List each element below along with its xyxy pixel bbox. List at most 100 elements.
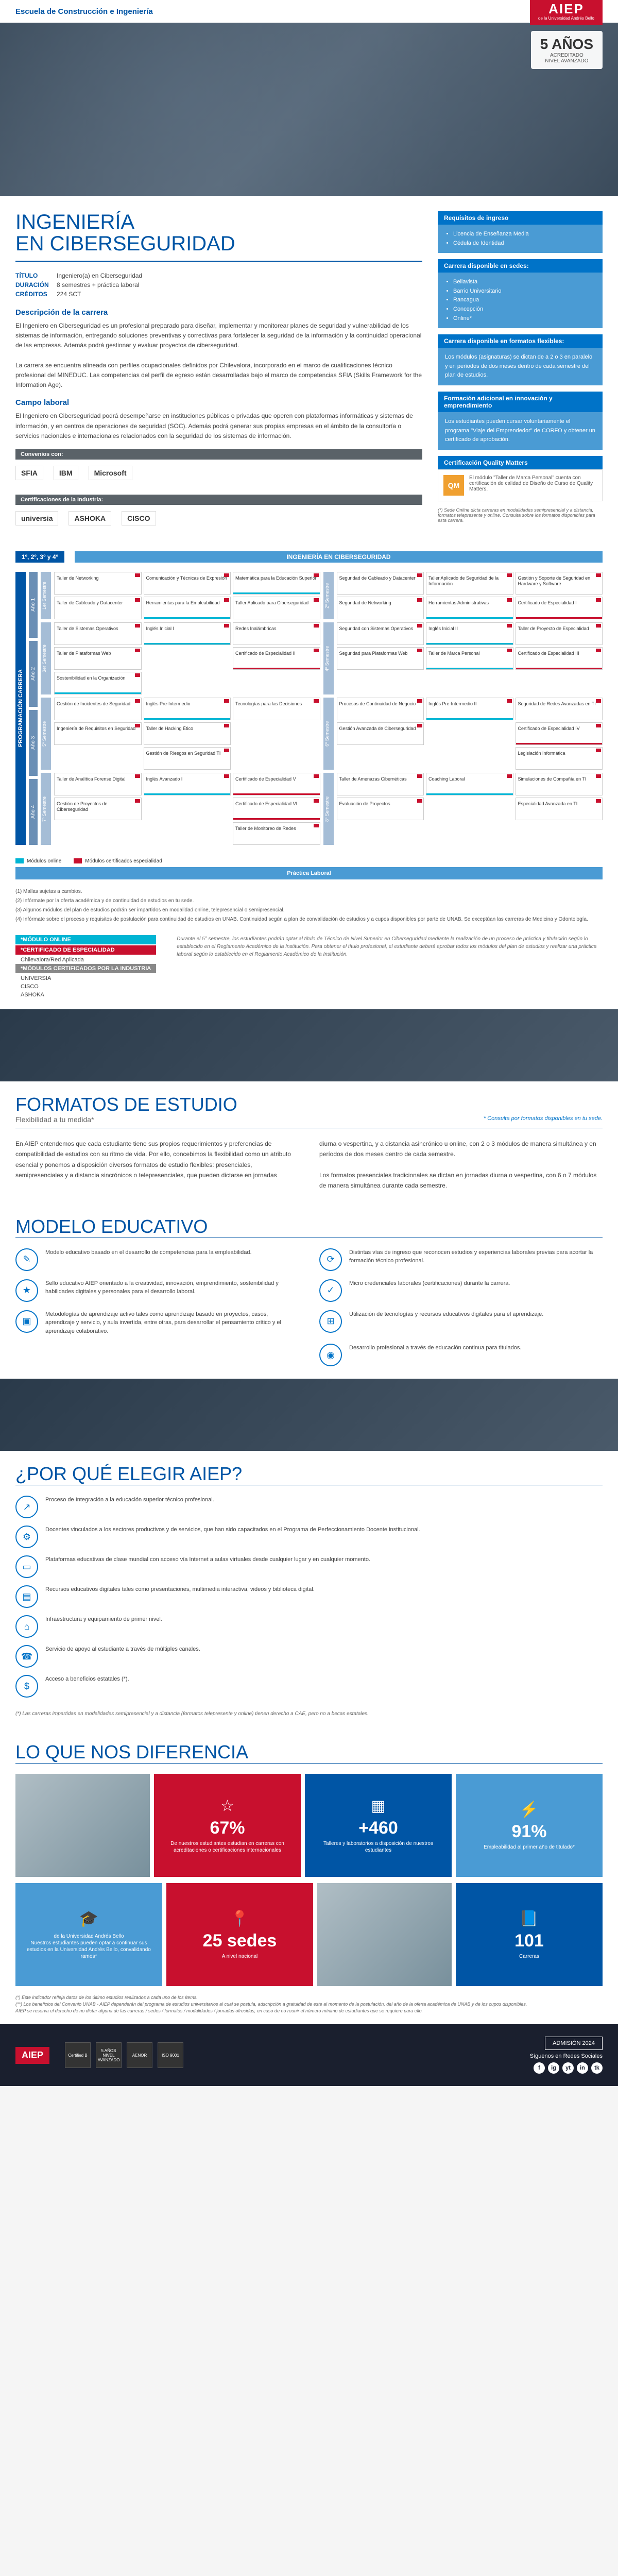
course-cell: Procesos de Continuidad de Negocio (337, 698, 424, 720)
course-cell: Taller de Marca Personal (426, 647, 513, 670)
convenios-head: Convenios con: (15, 449, 422, 460)
elegir-title: ¿POR QUÉ ELEGIR AIEP? (0, 1451, 618, 1485)
formatos-body: En AIEP entendemos que cada estudiante t… (0, 1139, 618, 1204)
feature-icon: ⊞ (319, 1310, 342, 1333)
modelo-item: ▣Metodologías de aprendizaje activo tale… (15, 1310, 299, 1336)
photo-tile (317, 1883, 452, 1986)
sedes-box: Carrera disponible en sedes: BellavistaB… (438, 259, 603, 328)
course-cell: Comunicación y Técnicas de Expresión (144, 572, 231, 595)
elegir-list: ↗Proceso de Integración a la educación s… (0, 1496, 618, 1711)
course-cell: Redes Inalámbricas (233, 622, 320, 645)
footer-logo: AIEP (15, 2047, 49, 2064)
requisitos-box: Requisitos de ingreso Licencia de Enseña… (438, 211, 603, 253)
formatos-subtitle: Flexibilidad a tu medida* * Consulta por… (0, 1115, 618, 1128)
course-cell: Taller Aplicado de Seguridad de la Infor… (426, 572, 513, 595)
course-cell: Taller de Hacking Ético (144, 722, 231, 745)
accreditation-badge: 5 AÑOS ACREDITADO NIVEL AVANZADO (531, 31, 603, 69)
partner-logo: universia (15, 511, 58, 526)
course-cell: Seguridad de Redes Avanzadas en TI (516, 698, 603, 720)
course-cell: Gestión de Incidentes de Seguridad (54, 698, 142, 720)
side-footnote: (*) Sede Online dicta carreras en modali… (438, 507, 603, 523)
course-cell: Taller Aplicado para Ciberseguridad (233, 597, 320, 619)
social-icon[interactable]: in (577, 2062, 588, 2074)
elegir-item: ▭Plataformas educativas de clase mundial… (15, 1555, 603, 1578)
feature-icon: ▭ (15, 1555, 38, 1578)
feature-icon: ▤ (15, 1585, 38, 1608)
top-bar: Escuela de Construcción e Ingeniería AIE… (0, 0, 618, 23)
cert-head: Certificaciones de la Industria: (15, 495, 422, 505)
stat-tile: ☆67%De nuestros estudiantes estudian en … (154, 1774, 301, 1877)
social-icon[interactable]: yt (562, 2062, 574, 2074)
modelo-item: ★Sello educativo AIEP orientado a la cre… (15, 1279, 299, 1302)
feature-icon: ⟳ (319, 1248, 342, 1271)
course-cell: Seguridad de Cableado y Datacenter (337, 572, 424, 595)
elegir-item: $Acceso a beneficios estatales (*). (15, 1675, 603, 1698)
course-cell: Evaluación de Proyectos (337, 798, 424, 820)
modelo-title: MODELO EDUCATIVO (0, 1204, 618, 1238)
course-cell: Herramientas para la Empleabilidad (144, 597, 231, 619)
course-cell: Herramientas Administrativas (426, 597, 513, 619)
course-cell: Seguridad con Sistemas Operativos (337, 622, 424, 645)
course-cell: Taller de Cableado y Datacenter (54, 597, 142, 619)
formatos-title: FORMATOS DE ESTUDIO (0, 1081, 618, 1115)
course-cell: Certificado de Especialidad IV (516, 722, 603, 745)
divider-image (0, 1009, 618, 1081)
footer: AIEP Certified B5 AÑOS NIVEL AVANZADOAEN… (0, 2024, 618, 2086)
feature-icon: ✎ (15, 1248, 38, 1271)
social-icon[interactable]: ig (548, 2062, 559, 2074)
course-cell: Legislación Informática (516, 747, 603, 770)
feature-icon: ☎ (15, 1645, 38, 1668)
elegir-item: ☎Servicio de apoyo al estudiante a travé… (15, 1645, 603, 1668)
feature-icon: $ (15, 1675, 38, 1698)
course-cell: Taller de Analítica Forense Digital (54, 773, 142, 795)
feature-icon: ★ (15, 1279, 38, 1302)
partner-logo: ASHOKA (68, 511, 111, 526)
partner-logo: CISCO (122, 511, 156, 526)
course-cell: Taller de Plataformas Web (54, 647, 142, 670)
hero-banner: Escuela de Construcción e Ingeniería AIE… (0, 0, 618, 196)
innov-box: Formación adicional en innovación y empr… (438, 392, 603, 450)
curric-legend: Módulos online Módulos certificados espe… (0, 855, 618, 867)
course-cell: Inglés Inicial II (426, 622, 513, 645)
elegir-item: ⌂Infraestructura y equipamiento de prime… (15, 1615, 603, 1638)
feature-icon: ⌂ (15, 1615, 38, 1638)
stat-tile: 📘101Carreras (456, 1883, 603, 1986)
cert-logos: universia ASHOKA CISCO (15, 505, 422, 532)
course-cell: Especialidad Avanzada en TI (516, 798, 603, 820)
modelo-item: ✓Micro credenciales laborales (certifica… (319, 1279, 603, 1302)
modelo-item: ✎Modelo educativo basado en el desarroll… (15, 1248, 299, 1271)
footer-badge: Certified B (65, 2042, 91, 2068)
footer-badge: ISO 9001 (158, 2042, 183, 2068)
elegir-item: ▤Recursos educativos digitales tales com… (15, 1585, 603, 1608)
course-cell: Certificado de Especialidad V (233, 773, 320, 795)
course-cell: Matemática para la Educación Superior (233, 572, 320, 595)
diff-title: LO QUE NOS DIFERENCIA (0, 1729, 618, 1763)
course-cell: Taller de Sistemas Operativos (54, 622, 142, 645)
course-cell: Sostenibilidad en la Organización (54, 672, 142, 694)
course-cell: Taller de Proyecto de Especialidad (516, 622, 603, 645)
divider-image-2 (0, 1379, 618, 1451)
elegir-item: ⚙Docentes vinculados a los sectores prod… (15, 1526, 603, 1548)
feature-icon: ▣ (15, 1310, 38, 1333)
social-icon[interactable]: tk (591, 2062, 603, 2074)
campo-heading: Campo laboral (15, 398, 422, 407)
modelo-grid: ✎Modelo educativo basado en el desarroll… (0, 1248, 618, 1379)
curric-banner: 1º, 2º, 3º y 4º INGENIERÍA EN CIBERSEGUR… (0, 547, 618, 567)
desc-body: El Ingeniero en Ciberseguridad es un pro… (15, 321, 422, 390)
admision-badge: ADMISIÓN 2024 (545, 2037, 603, 2050)
practica-bar: Práctica Laboral (15, 867, 603, 879)
course-cell: Taller de Monitoreo de Redes (233, 822, 320, 845)
module-lists: *MÓDULO ONLINE *CERTIFICADO DE ESPECIALI… (0, 935, 618, 1009)
course-cell: Coaching Laboral (426, 773, 513, 795)
feature-icon: ✓ (319, 1279, 342, 1302)
course-cell: Gestión de Riesgos en Seguridad TI (144, 747, 231, 770)
diff-row-1: ☆67%De nuestros estudiantes estudian en … (0, 1774, 618, 1883)
course-cell: Gestión Avanzada de Ciberseguridad (337, 722, 424, 745)
social-icon[interactable]: f (534, 2062, 545, 2074)
campo-body: El Ingeniero en Ciberseguridad podrá des… (15, 411, 422, 441)
course-cell: Certificado de Especialidad II (233, 647, 320, 670)
course-cell: Tecnologías para las Decisiones (233, 698, 320, 720)
footer-badge: 5 AÑOS NIVEL AVANZADO (96, 2042, 122, 2068)
partner-logo: IBM (54, 466, 78, 480)
partner-logo: Microsoft (89, 466, 132, 480)
